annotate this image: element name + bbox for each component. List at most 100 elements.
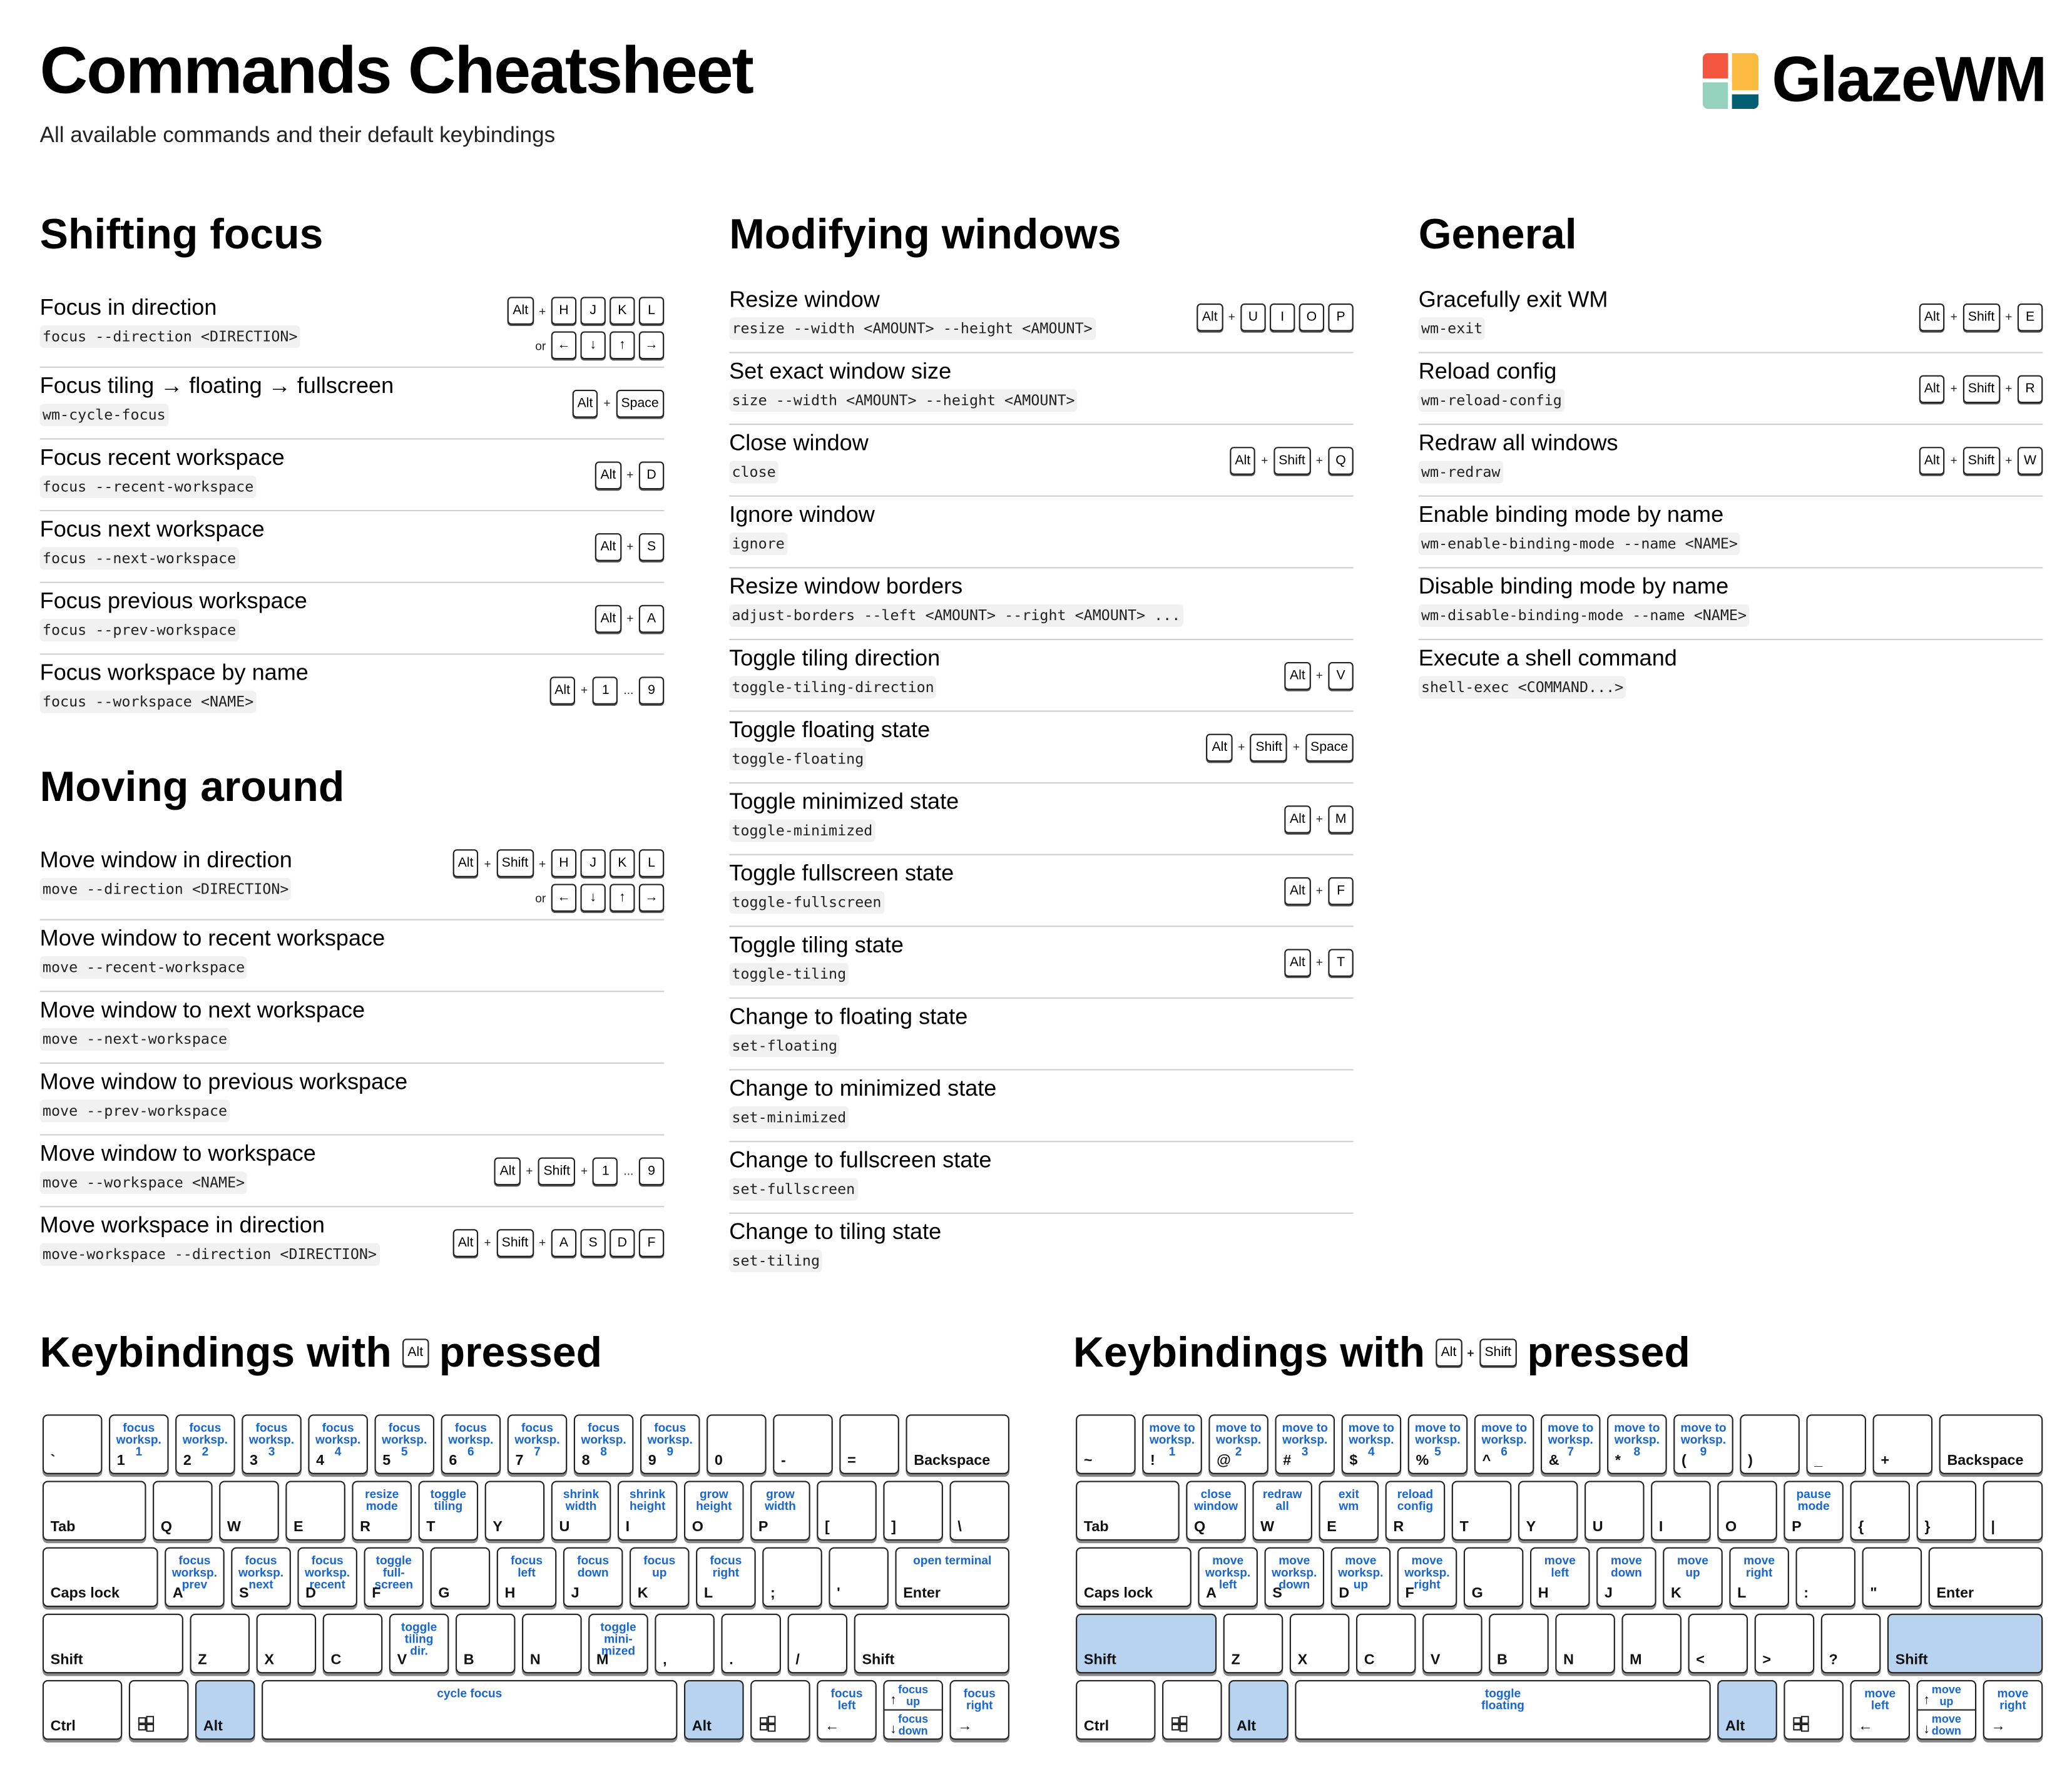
key-shift[interactable]: Shift <box>854 1613 1010 1674</box>
key-arrow-down[interactable]: focus down ↓ <box>884 1709 942 1739</box>
key-caps-lock[interactable]: Caps lock <box>1076 1547 1192 1608</box>
key-v[interactable]: V <box>1422 1613 1483 1674</box>
key-key[interactable]: - <box>773 1414 833 1474</box>
key-key[interactable]: : <box>1795 1547 1855 1608</box>
key-a[interactable]: move worksp. left A <box>1198 1547 1258 1608</box>
key-w[interactable]: W <box>219 1481 279 1541</box>
key-m[interactable]: toggle mini- mized M <box>588 1613 648 1674</box>
key-enter[interactable]: Enter <box>1928 1547 2043 1608</box>
key-key[interactable]: move to worksp. 8 * <box>1607 1414 1667 1474</box>
key-key[interactable]: . <box>721 1613 781 1674</box>
key-shift[interactable]: Shift <box>1076 1613 1217 1674</box>
key-u[interactable]: shrink width U <box>551 1481 611 1541</box>
key-key[interactable]: { <box>1850 1481 1911 1541</box>
key-q[interactable]: Q <box>153 1481 213 1541</box>
key-j[interactable]: focus down J <box>563 1547 623 1608</box>
key-key[interactable]: , <box>655 1613 715 1674</box>
key-n[interactable]: N <box>1555 1613 1615 1674</box>
key-key[interactable]: ? <box>1820 1613 1881 1674</box>
key-key[interactable]: move to worksp. 1! <box>1142 1414 1202 1474</box>
key-alt[interactable]: Alt <box>195 1680 255 1740</box>
key-g[interactable]: G <box>430 1547 491 1608</box>
key-t[interactable]: toggle tiling T <box>418 1481 479 1541</box>
key-windows[interactable] <box>1784 1680 1844 1740</box>
key-key[interactable]: [ <box>817 1481 877 1541</box>
key-arrow-up[interactable]: focus up ↑ <box>885 1681 942 1710</box>
key-windows[interactable] <box>750 1680 810 1740</box>
key-i[interactable]: shrink height I <box>617 1481 678 1541</box>
key-i[interactable]: I <box>1651 1481 1711 1541</box>
key-0[interactable]: 0 <box>707 1414 767 1474</box>
key-arrow-up-down[interactable]: focus up ↑ focus down ↓ <box>883 1680 943 1740</box>
key-key[interactable]: focus right → <box>949 1680 1010 1740</box>
key-key[interactable]: ' <box>829 1547 889 1608</box>
key-z[interactable]: Z <box>1223 1613 1284 1674</box>
key-key[interactable]: ) <box>1740 1414 1800 1474</box>
key-key[interactable]: + <box>1872 1414 1933 1474</box>
key-key[interactable]: < <box>1688 1613 1748 1674</box>
key-o[interactable]: O <box>1717 1481 1777 1541</box>
key-x[interactable]: X <box>1289 1613 1350 1674</box>
key-key[interactable]: move to worksp. 9( <box>1673 1414 1733 1474</box>
key-key[interactable]: move to worksp. 3 # <box>1275 1414 1335 1474</box>
key-key[interactable]: move to worksp. 5% <box>1407 1414 1468 1474</box>
key-e[interactable]: exit wm E <box>1319 1481 1379 1541</box>
key-f[interactable]: toggle full- screen F <box>364 1547 424 1608</box>
key-f[interactable]: move worksp. right F <box>1397 1547 1457 1608</box>
key-caps-lock[interactable]: Caps lock <box>42 1547 158 1608</box>
key-n[interactable]: N <box>522 1613 582 1674</box>
key-ctrl[interactable]: Ctrl <box>42 1680 123 1740</box>
key-key[interactable]: \ <box>949 1481 1010 1541</box>
key-b[interactable]: B <box>455 1613 516 1674</box>
key-key[interactable]: move to worksp. 7 & <box>1540 1414 1601 1474</box>
key-key[interactable]: / <box>787 1613 848 1674</box>
key-m[interactable]: M <box>1621 1613 1682 1674</box>
key-alt[interactable]: Alt <box>1717 1680 1777 1740</box>
key-s[interactable]: focus worksp. next S <box>231 1547 291 1608</box>
key-o[interactable]: grow height O <box>684 1481 744 1541</box>
key-key[interactable]: _ <box>1806 1414 1866 1474</box>
key-g[interactable]: G <box>1463 1547 1524 1608</box>
key-h[interactable]: move left H <box>1530 1547 1590 1608</box>
key-k[interactable]: move up K <box>1663 1547 1723 1608</box>
key-key[interactable]: = <box>839 1414 899 1474</box>
key-key[interactable]: " <box>1862 1547 1922 1608</box>
key-d[interactable]: move worksp. up D <box>1330 1547 1391 1608</box>
key-y[interactable]: Y <box>1518 1481 1578 1541</box>
key-key[interactable]: ] <box>883 1481 943 1541</box>
key-key[interactable]: } <box>1916 1481 1977 1541</box>
key-backspace[interactable]: Backspace <box>1939 1414 2043 1474</box>
key-key[interactable]: | <box>1983 1481 2043 1541</box>
key-backspace[interactable]: Backspace <box>906 1414 1010 1474</box>
key-k[interactable]: focus up K <box>630 1547 690 1608</box>
key-u[interactable]: U <box>1585 1481 1645 1541</box>
key-key[interactable]: ; <box>762 1547 822 1608</box>
key-key[interactable]: > <box>1754 1613 1815 1674</box>
key-key[interactable]: move to worksp. 6 ^ <box>1474 1414 1534 1474</box>
key-b[interactable]: B <box>1489 1613 1549 1674</box>
key-key[interactable]: move to worksp. 2 @ <box>1208 1414 1268 1474</box>
key-tab[interactable]: Tab <box>1076 1481 1180 1541</box>
key-v[interactable]: toggle tiling dir. V <box>389 1613 449 1674</box>
key-arrow-down[interactable]: move down ↓ <box>1917 1709 1976 1739</box>
key-ctrl[interactable]: Ctrl <box>1076 1680 1156 1740</box>
key-key[interactable]: ` <box>42 1414 103 1474</box>
key-r[interactable]: reload config R <box>1385 1481 1446 1541</box>
key-y[interactable]: Y <box>484 1481 545 1541</box>
key-p[interactable]: grow width P <box>750 1481 810 1541</box>
key-space[interactable]: cycle focus <box>262 1680 678 1740</box>
key-h[interactable]: focus left H <box>496 1547 557 1608</box>
key-w[interactable]: redraw all W <box>1252 1481 1312 1541</box>
key-arrow-up[interactable]: move up ↑ <box>1918 1681 1975 1710</box>
key-key[interactable]: focus left ← <box>817 1680 877 1740</box>
key-j[interactable]: move down J <box>1596 1547 1656 1608</box>
key-p[interactable]: pause mode P <box>1784 1481 1844 1541</box>
key-enter[interactable]: open terminal Enter <box>895 1547 1010 1608</box>
